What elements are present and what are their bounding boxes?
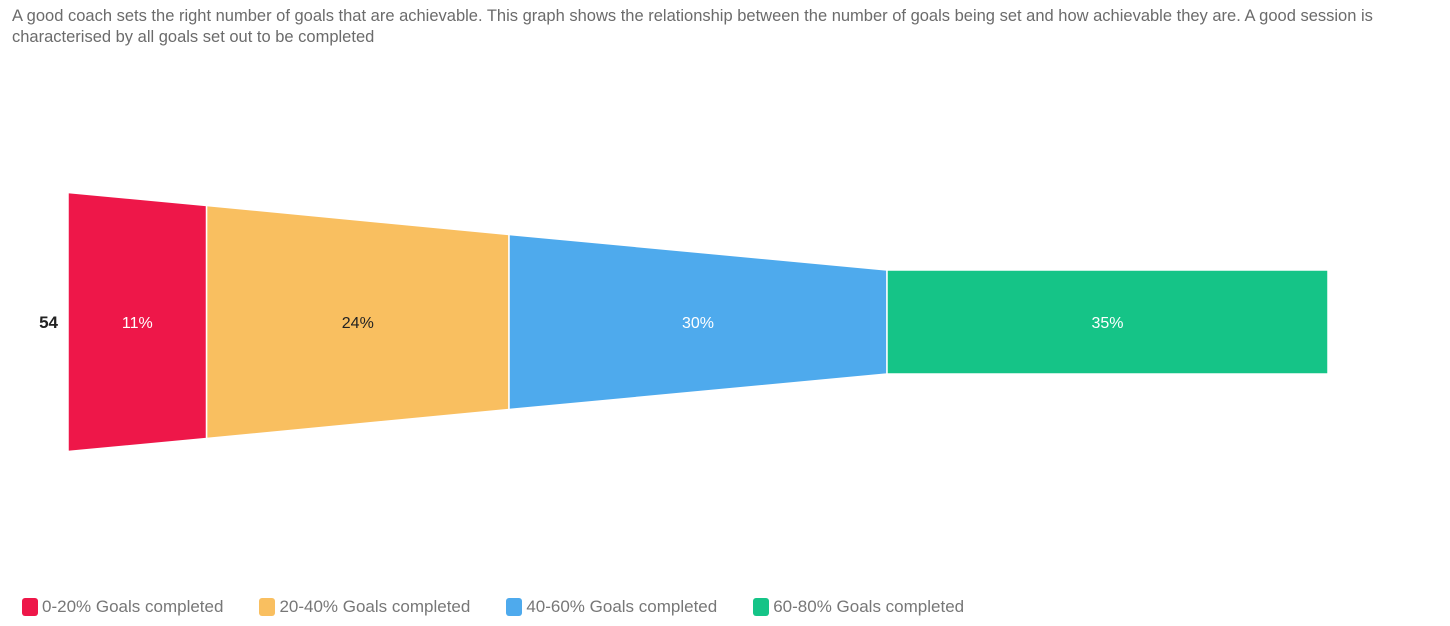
legend-swatch [22,598,38,616]
legend-label: 40-60% Goals completed [526,597,718,616]
legend-label: 60-80% Goals completed [773,597,965,616]
legend-swatch [259,598,276,616]
data-label: 35% [1091,315,1123,332]
legend-label: 20-40% Goals completed [279,597,471,616]
legend: 0-20% Goals completed 20-40% Goals comple… [22,597,1000,617]
legend-item[interactable]: 20-40% Goals completed [259,597,470,617]
legend-swatch [753,598,770,616]
chart-description: A good coach sets the right number of go… [12,7,1373,46]
legend-item[interactable]: 40-60% Goals completed [506,597,717,617]
category-label: 54 [39,313,58,332]
legend-item[interactable]: 0-20% Goals completed [22,597,223,617]
funnel-chart: 54 11% 24% 30% 35% [39,191,1329,453]
legend-label: 0-20% Goals completed [42,597,224,616]
legend-item[interactable]: 60-80% Goals completed [753,597,964,617]
data-label: 11% [122,315,153,332]
legend-swatch [506,598,523,616]
data-label: 30% [682,315,714,332]
data-label: 24% [342,315,374,332]
funnel-segment[interactable] [886,269,1329,375]
